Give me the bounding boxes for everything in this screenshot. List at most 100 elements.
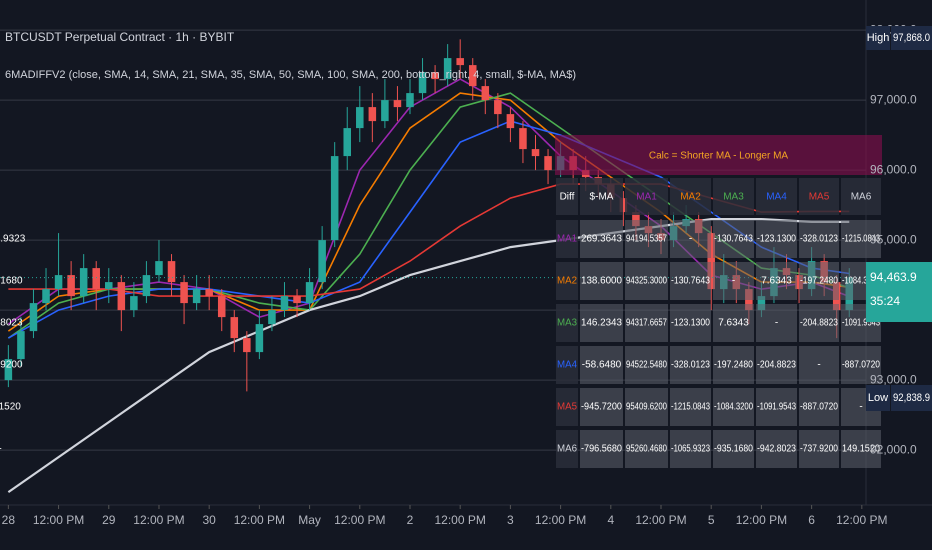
table-cell-text: -: [732, 276, 735, 287]
table-cell: [756, 346, 797, 384]
table-cell-text: -1091.9543: [842, 318, 880, 329]
x-tick-label: 12:00 PM: [535, 513, 586, 527]
table-cell: [625, 346, 668, 384]
x-tick-label: 5: [708, 513, 715, 527]
table-cell: [799, 262, 839, 300]
candle-body: [293, 296, 301, 304]
candle-body: [632, 212, 640, 227]
table-cell-text: 94317.6657: [626, 318, 667, 329]
x-tick-label: 12:00 PM: [33, 513, 84, 527]
x-tick-label: 4: [607, 513, 614, 527]
candle-body: [494, 100, 502, 115]
y-tick-label: 97,000.0: [870, 92, 917, 106]
table-cell: [625, 220, 668, 258]
candle-body: [544, 156, 552, 171]
high-value: 97,868.0: [893, 32, 930, 44]
table-cell-text: -737.9200: [800, 444, 838, 455]
countdown: 35:24: [870, 294, 900, 308]
table-cell-text: -: [817, 360, 820, 371]
y-tick-label: 96,000.0: [870, 162, 917, 176]
table-header: MA3: [723, 192, 744, 203]
table-header: Diff: [560, 192, 575, 203]
table-cell: [756, 262, 797, 300]
candle-body: [468, 65, 477, 87]
table-cell-text: -737.9200: [0, 360, 23, 371]
candle-body: [92, 268, 100, 290]
table-header-cell: [625, 178, 668, 215]
table-cell-text: 94325.3000: [626, 276, 667, 287]
table-cell: [713, 262, 754, 300]
table-header-cell: [556, 178, 578, 215]
table-cell-text: -1084.3200: [842, 276, 880, 287]
table-header-cell: [756, 178, 797, 215]
table-cell: [556, 388, 578, 426]
candle-body: [243, 338, 251, 353]
table-header: MA1: [636, 192, 657, 203]
candle-body: [506, 114, 515, 129]
table-title-bg: [555, 135, 882, 175]
table-header: MA6: [851, 192, 872, 203]
table-cell: [556, 304, 578, 342]
candle-body: [757, 296, 766, 311]
table-cell-text: -58.6480: [582, 360, 622, 371]
table-cell-text: -942.8023: [0, 318, 23, 329]
table-cell: [556, 430, 578, 468]
table-cell: [580, 262, 623, 300]
table-cell-text: -328.0123: [800, 234, 838, 245]
candle-body: [17, 331, 25, 360]
table-cell: [756, 304, 797, 342]
x-tick-label: 29: [102, 513, 116, 527]
table-cell-text: 149.1520: [0, 402, 21, 413]
candle-body: [268, 310, 276, 325]
table-cell-text: -796.5680: [581, 444, 622, 455]
table-cell: [799, 430, 839, 468]
table-cell-text: MA5: [557, 402, 577, 413]
candle-body: [330, 156, 339, 241]
table-cell-text: -197.2480: [800, 276, 838, 287]
table-cell: [670, 346, 711, 384]
x-tick-label: 3: [507, 513, 514, 527]
table-cell-text: -1065.9323: [0, 234, 26, 245]
candle-body: [481, 86, 490, 101]
table-cell-text: 95409.6200: [626, 402, 667, 413]
table-cell: [625, 388, 668, 426]
table-cell-text: 7.6343: [761, 276, 792, 287]
table-cell-text: -123.1300: [671, 318, 710, 329]
candle-body: [343, 128, 352, 157]
table-header: MA5: [809, 192, 830, 203]
y-tick-label: 92,000.0: [870, 442, 917, 456]
candle-body: [42, 289, 50, 304]
candle-body: [318, 240, 326, 283]
x-tick-label: 30: [202, 513, 216, 527]
candle-body: [519, 128, 527, 150]
table-cell-text: -942.8023: [757, 444, 796, 455]
candle-body: [707, 233, 715, 290]
candle-body: [155, 261, 163, 276]
table-cell: [625, 262, 668, 300]
table-cell: [756, 220, 797, 258]
candle-body: [29, 303, 38, 332]
x-tick-label: 28: [2, 513, 16, 527]
table-cell-text: -130.7643: [714, 234, 753, 245]
x-tick-label: 12:00 PM: [635, 513, 686, 527]
last-price-bg: [866, 262, 932, 322]
table-cell-text: MA1: [557, 234, 577, 245]
table-cell-text: MA4: [557, 360, 577, 371]
table-cell-text: -: [689, 234, 692, 245]
x-tick-label: May: [298, 513, 321, 527]
table-cell: [713, 220, 754, 258]
table-cell-text: -204.8823: [757, 360, 796, 371]
table-cell: [580, 220, 623, 258]
candle-body: [79, 268, 88, 297]
table-cell-text: 95260.4680: [626, 444, 667, 455]
table-cell-text: -1065.9323: [671, 444, 710, 455]
y-tick-label: 93,000.0: [870, 372, 917, 386]
x-tick-label: 2: [407, 513, 414, 527]
table-cell-text: -204.8823: [800, 318, 838, 329]
table-cell: [841, 430, 881, 468]
candle-body: [619, 198, 628, 213]
table-cell-text: -328.0123: [671, 360, 710, 371]
table-cell-text: MA6: [557, 444, 577, 455]
table-cell: [756, 430, 797, 468]
